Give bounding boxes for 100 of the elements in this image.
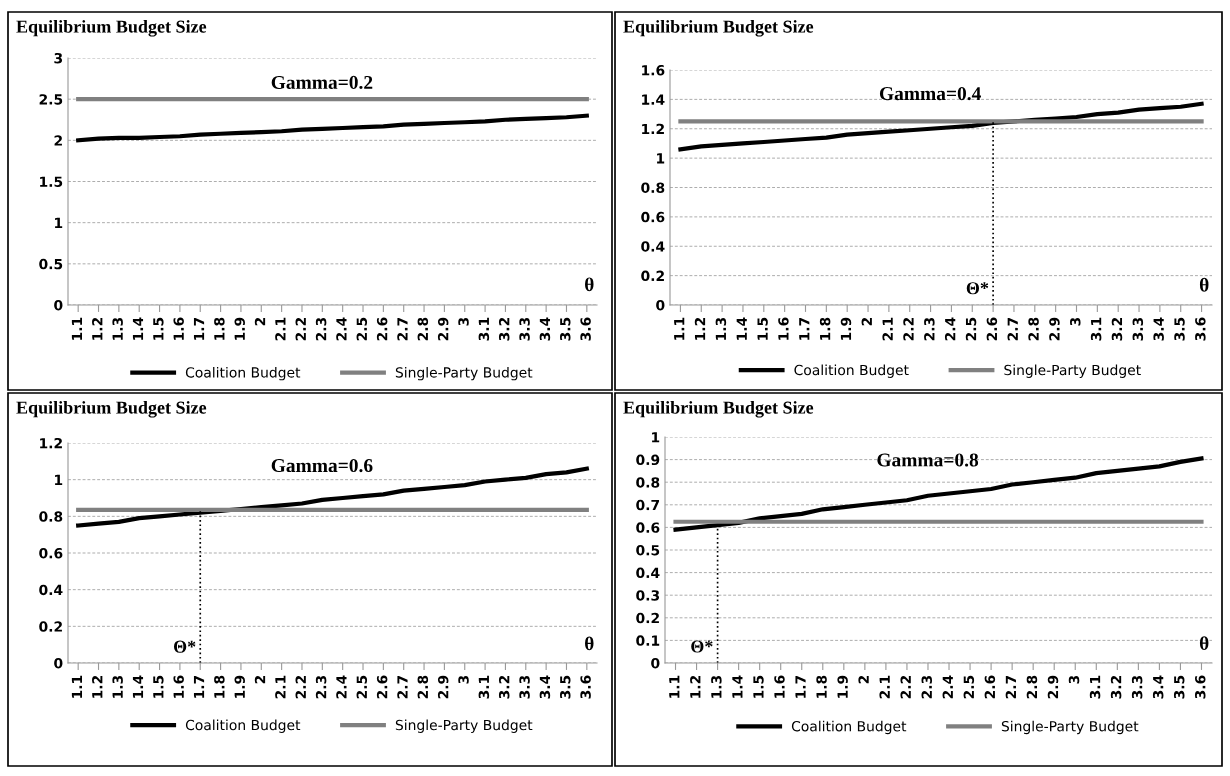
x-tick-label: 3.1 — [478, 317, 490, 341]
y-tick-label: 0.4 — [641, 241, 665, 252]
annotation: θ — [585, 277, 594, 292]
x-tick-label: 2 — [254, 318, 266, 326]
y-tick-label: 1.4 — [642, 94, 665, 105]
x-tick-label: 2.3 — [924, 317, 935, 341]
y-tick-label: 0.8 — [39, 511, 63, 522]
x-tick-label: 2.2 — [903, 318, 914, 341]
y-tick-label: 0.2 — [636, 612, 659, 624]
x-tick-label: 2.7 — [1005, 675, 1016, 699]
x-tick-label: 3.6 — [580, 317, 591, 341]
x-tick-label: 2.7 — [397, 675, 408, 699]
x-tick-label: 2.7 — [397, 317, 408, 341]
x-tick-label: 3 — [1070, 317, 1081, 326]
x-tick-label: 2.9 — [1049, 317, 1060, 341]
x-tick-label: 2.2 — [295, 676, 306, 699]
x-tick-label: 1.6 — [173, 317, 184, 340]
y-tick-label: 0.1 — [636, 635, 660, 646]
x-tick-label: 3.2 — [1111, 318, 1123, 341]
x-tick-label: 3.5 — [1173, 675, 1185, 699]
y-tick-label: 0.8 — [641, 182, 665, 193]
y-tick-label: 3 — [54, 52, 63, 64]
x-tick-label: 2.7 — [1007, 317, 1018, 341]
x-tick-label: 2.3 — [315, 675, 327, 699]
y-tick-label: 0.5 — [636, 544, 660, 556]
x-tick-label: 2.4 — [336, 675, 347, 699]
x-tick-label: 3 — [458, 675, 469, 684]
x-tick-label: 3.4 — [1153, 317, 1164, 341]
x-tick-label: 2.3 — [315, 317, 327, 341]
annotation: θ — [1199, 636, 1209, 651]
x-tick-label: 1.3 — [715, 317, 727, 340]
x-tick-label: 3.3 — [1131, 675, 1143, 699]
y-tick-label: 0.9 — [636, 454, 660, 466]
y-tick-label: 0.4 — [39, 584, 63, 596]
legend-label: Coalition Budget — [185, 366, 301, 381]
x-tick-label: 1.7 — [193, 675, 205, 698]
x-tick-label: 2.6 — [984, 675, 996, 699]
y-tick-label: 2 — [54, 135, 62, 146]
x-tick-label: 1.2 — [690, 676, 701, 698]
x-tick-label: 1.9 — [234, 675, 245, 698]
x-tick-label: 1.9 — [234, 317, 245, 340]
y-tick-label: 0.6 — [636, 522, 660, 533]
x-tick-label: 2.6 — [376, 675, 388, 699]
x-tick-label: 2.8 — [417, 317, 429, 341]
annotation: Gamma=0.2 — [271, 75, 373, 90]
y-tick-label: 0.5 — [39, 258, 63, 270]
x-tick-label: 1.8 — [816, 675, 827, 698]
y-tick-label: 0.7 — [636, 499, 660, 511]
x-tick-label: 1.5 — [753, 675, 764, 698]
x-tick-label: 2.1 — [275, 675, 286, 699]
x-tick-label: 1.6 — [778, 317, 789, 340]
ref-line-label: Θ* — [173, 640, 196, 653]
x-tick-label: 1.1 — [669, 675, 680, 698]
chart-title: Equilibrium Budget Size — [623, 20, 814, 37]
x-tick-label: 3.2 — [498, 676, 510, 699]
x-tick-label: 1.9 — [837, 675, 848, 698]
x-tick-label: 1.6 — [173, 675, 184, 698]
x-tick-label: 1.5 — [757, 317, 768, 340]
y-tick-label: 0.2 — [39, 621, 62, 632]
y-tick-label: 1 — [657, 153, 665, 164]
y-tick-label: 0 — [54, 299, 63, 311]
x-tick-label: 3.4 — [539, 317, 551, 341]
legend-label: Single-Party Budget — [395, 719, 533, 733]
x-tick-label: 3.3 — [1132, 317, 1144, 341]
y-tick-label: 0.6 — [641, 211, 665, 223]
x-tick-label: 2.5 — [356, 675, 368, 699]
x-tick-label: 1.8 — [214, 675, 225, 698]
x-tick-label: 1.4 — [132, 317, 144, 340]
legend-label: Coalition Budget — [185, 719, 301, 733]
x-tick-label: 1.4 — [132, 675, 144, 698]
x-tick-label: 2 — [254, 676, 266, 684]
x-tick-label: 2.9 — [437, 675, 449, 699]
legend-label: Coalition Budget — [794, 364, 909, 378]
y-tick-label: 0.8 — [636, 477, 660, 488]
y-tick-label: 1.6 — [642, 64, 665, 76]
x-tick-label: 1.4 — [732, 675, 743, 698]
chart-title: Equilibrium Budget Size — [16, 20, 207, 37]
x-tick-label: 2.4 — [944, 317, 956, 341]
x-tick-label: 1.5 — [153, 675, 164, 698]
x-tick-label: 2.1 — [882, 317, 893, 341]
x-tick-label: 3.5 — [1174, 317, 1185, 341]
legend-label: Single-Party Budget — [1001, 720, 1139, 735]
annotation: θ — [585, 636, 594, 651]
y-tick-label: 1 — [55, 217, 63, 228]
x-tick-label: 1.7 — [193, 317, 205, 340]
line-series — [76, 113, 589, 143]
annotation: Gamma=0.8 — [877, 453, 979, 467]
x-tick-label: 2.9 — [437, 317, 449, 341]
x-tick-label: 1.1 — [674, 317, 685, 340]
x-tick-label: 3 — [458, 317, 469, 326]
y-tick-label: 0.2 — [641, 270, 664, 282]
x-tick-label: 1.9 — [840, 317, 852, 340]
legend-label: Single-Party Budget — [395, 366, 533, 381]
x-tick-label: 1.4 — [736, 317, 747, 340]
x-tick-label: 3.1 — [1089, 675, 1101, 699]
x-tick-label: 2.6 — [376, 317, 388, 341]
legend-label: Coalition Budget — [791, 720, 907, 735]
chart-title: Equilibrium Budget Size — [623, 401, 814, 418]
x-tick-label: 1.1 — [71, 675, 83, 698]
x-tick-label: 2.9 — [1047, 675, 1059, 699]
